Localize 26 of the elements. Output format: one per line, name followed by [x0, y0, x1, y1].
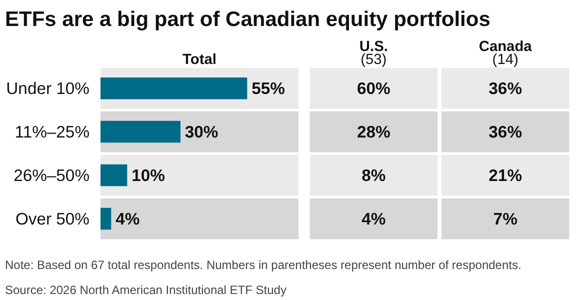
text: 4%	[362, 209, 386, 228]
category-label: U.S. (53)	[359, 39, 388, 68]
y-tick-label: Under 10%	[6, 78, 90, 98]
chart-title: ETFs are a big part of Canadian equity portfolios	[5, 7, 490, 33]
y-tick-label: 11%–25%	[14, 122, 90, 142]
text: 36%	[488, 78, 522, 98]
text: 8%	[362, 166, 386, 185]
text: 21%	[488, 166, 522, 185]
category-label: Canada (14)	[478, 39, 533, 68]
y-tick-label: Over 50%	[15, 209, 90, 228]
bar	[100, 120, 180, 143]
bar	[100, 77, 248, 100]
data-label: 10%	[132, 166, 166, 185]
x-axis-title: Total	[182, 52, 216, 68]
bar	[100, 208, 112, 230]
data-label: 30%	[184, 122, 218, 142]
text: 28%	[356, 122, 390, 142]
data-label: 4%	[116, 209, 140, 228]
text: 36%	[488, 122, 522, 142]
text: 60%	[356, 78, 390, 98]
data-label: 55%	[252, 78, 286, 98]
y-tick-label: 26%–50%	[14, 166, 90, 185]
bar	[100, 164, 128, 186]
text: Note: Based on 67 total respondents. Numbers in parentheses represent number of respondents.	[5, 257, 522, 274]
text: 7%	[493, 209, 518, 228]
source-note: Source: 2026 North American Institutional ETF Study	[5, 282, 286, 299]
